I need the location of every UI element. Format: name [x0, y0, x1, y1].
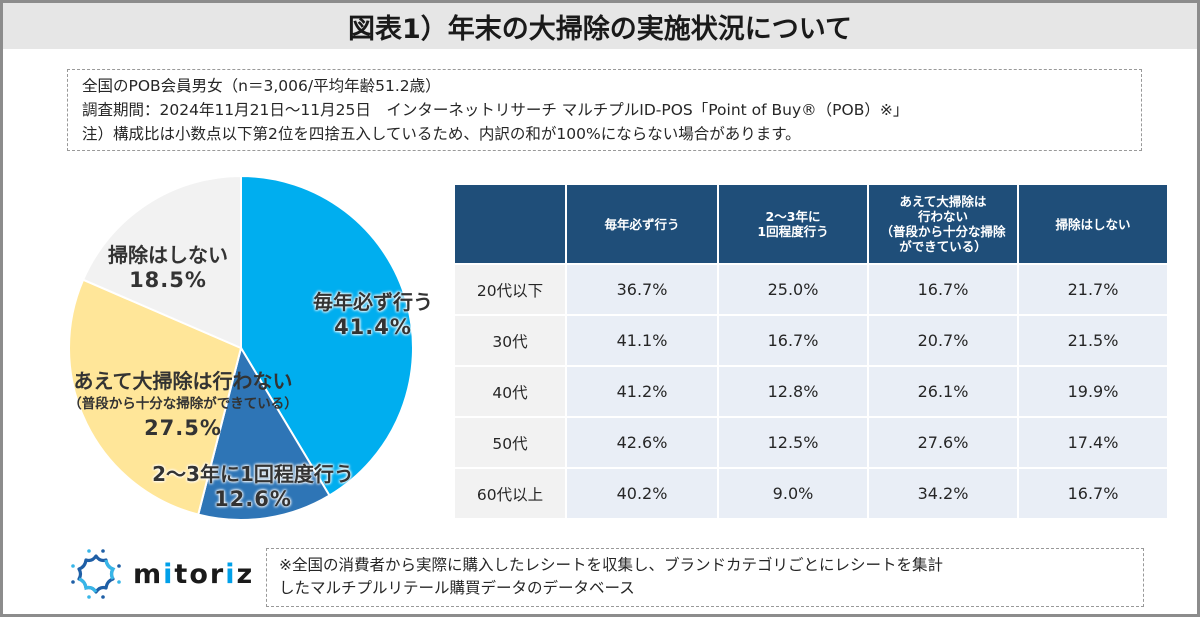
table-cell: 19.9%	[1019, 367, 1167, 416]
table-header-every-year: 毎年必ず行う	[567, 185, 717, 263]
wordmark-part: tor	[174, 558, 226, 590]
table-cell: 9.0%	[719, 469, 867, 518]
table-row: 60代以上 40.2% 9.0% 34.2% 16.7%	[455, 469, 1167, 518]
pie-label-no-cleaning: 掃除はしない 18.5%	[108, 243, 228, 293]
table-header-row: 毎年必ず行う 2〜3年に 1回程度行う あえて大掃除は 行わない （普段から十分…	[455, 185, 1167, 263]
pie-chart: 毎年必ず行う 41.4% 2〜3年に1回程度行う 12.6% あえて大掃除は行わ…	[43, 168, 443, 533]
table-cell: 12.5%	[719, 418, 867, 467]
table-cell: 12.8%	[719, 367, 867, 416]
pie-label-not-doing-big-cleaning: あえて大掃除は行わない （普段から十分な掃除ができている） 27.5%	[68, 369, 298, 441]
table-cell: 16.7%	[719, 316, 867, 365]
footnote-line: ※全国の消費者から実際に購入したレシートを収集し、ブランドカテゴリごとにレシート…	[279, 556, 943, 574]
age-breakdown-table: 毎年必ず行う 2〜3年に 1回程度行う あえて大掃除は 行わない （普段から十分…	[453, 183, 1169, 520]
table-cell: 27.6%	[869, 418, 1017, 467]
table-cell: 20.7%	[869, 316, 1017, 365]
wordmark-part: i	[163, 558, 175, 590]
row-label: 50代	[455, 418, 565, 467]
pie-label-value: 41.4%	[334, 315, 412, 339]
pie-label-every-2-3-years: 2〜3年に1回程度行う 12.6%	[152, 462, 354, 512]
table-cell: 16.7%	[1019, 469, 1167, 518]
pie-slice-no-cleaning	[81, 174, 242, 350]
table-cell: 40.2%	[567, 469, 717, 518]
rounding-note-text: 注）構成比は小数点以下第2位を四捨五入しているため、内訳の和が100%にならない…	[82, 125, 801, 143]
pie-label-value: 12.6%	[214, 487, 292, 511]
survey-info-box: 全国のPOB会員男女（n＝3,006/平均年齢51.2歳） 調査期間：2024年…	[67, 69, 1142, 151]
table-row: 30代 41.1% 16.7% 20.7% 21.5%	[455, 316, 1167, 365]
mitoriz-logo: mitoriz	[69, 547, 254, 601]
table-header-no-cleaning: 掃除はしない	[1019, 185, 1167, 263]
pie-chart-svg	[68, 174, 414, 521]
footnote-line: したマルチプルリテール購買データのデータベース	[279, 579, 635, 597]
pie-label-every-year: 毎年必ず行う 41.4%	[313, 290, 433, 340]
pie-label-sublabel: （普段から十分な掃除ができている）	[68, 396, 298, 412]
row-label: 40代	[455, 367, 565, 416]
pob-footnote-box: ※全国の消費者から実際に購入したレシートを収集し、ブランドカテゴリごとにレシート…	[266, 548, 1144, 607]
title-band: 図表1）年末の大掃除の実施状況について	[3, 3, 1197, 49]
table-cell: 36.7%	[567, 265, 717, 314]
pie-label-value: 18.5%	[129, 268, 207, 292]
figure-title: 図表1）年末の大掃除の実施状況について	[348, 13, 852, 45]
table-row: 50代 42.6% 12.5% 27.6% 17.4%	[455, 418, 1167, 467]
wordmark-part: z	[236, 558, 255, 590]
table-row: 20代以下 36.7% 25.0% 16.7% 21.7%	[455, 265, 1167, 314]
pie-label-name: 掃除はしない	[108, 243, 228, 267]
table-cell: 17.4%	[1019, 418, 1167, 467]
table-row: 40代 41.2% 12.8% 26.1% 19.9%	[455, 367, 1167, 416]
row-label: 60代以上	[455, 469, 565, 518]
pie-slice-every-2-3-years	[197, 345, 331, 521]
pie-label-name: 2〜3年に1回程度行う	[152, 462, 354, 486]
table-cell: 41.1%	[567, 316, 717, 365]
mitoriz-wordmark: mitoriz	[133, 559, 254, 590]
table-cell: 34.2%	[869, 469, 1017, 518]
table-cell: 41.2%	[567, 367, 717, 416]
table-cell: 16.7%	[869, 265, 1017, 314]
row-label: 20代以下	[455, 265, 565, 314]
table-cell: 42.6%	[567, 418, 717, 467]
row-label: 30代	[455, 316, 565, 365]
table-header-corner	[455, 185, 565, 263]
table-cell: 21.7%	[1019, 265, 1167, 314]
survey-sample-text: 全国のPOB会員男女（n＝3,006/平均年齢51.2歳）	[82, 77, 441, 95]
table-cell: 25.0%	[719, 265, 867, 314]
table-header-not-doing-big-cleaning: あえて大掃除は 行わない （普段から十分な掃除 ができている）	[869, 185, 1017, 263]
survey-period-text: 調査期間：2024年11月21日〜11月25日 インターネットリサーチ マルチプ…	[82, 101, 909, 119]
pie-label-value: 27.5%	[144, 416, 222, 440]
table-cell: 26.1%	[869, 367, 1017, 416]
wordmark-part: i	[225, 558, 237, 590]
pie-slice-not-doing-big-cleaning	[68, 278, 243, 516]
table-header-every-2-3-years: 2〜3年に 1回程度行う	[719, 185, 867, 263]
wordmark-part: m	[133, 558, 164, 590]
table-cell: 21.5%	[1019, 316, 1167, 365]
pie-slice-every-year	[240, 174, 414, 497]
pie-label-name: あえて大掃除は行わない	[73, 369, 293, 393]
pie-label-name: 毎年必ず行う	[313, 290, 433, 314]
mitoriz-logo-icon	[71, 549, 121, 599]
